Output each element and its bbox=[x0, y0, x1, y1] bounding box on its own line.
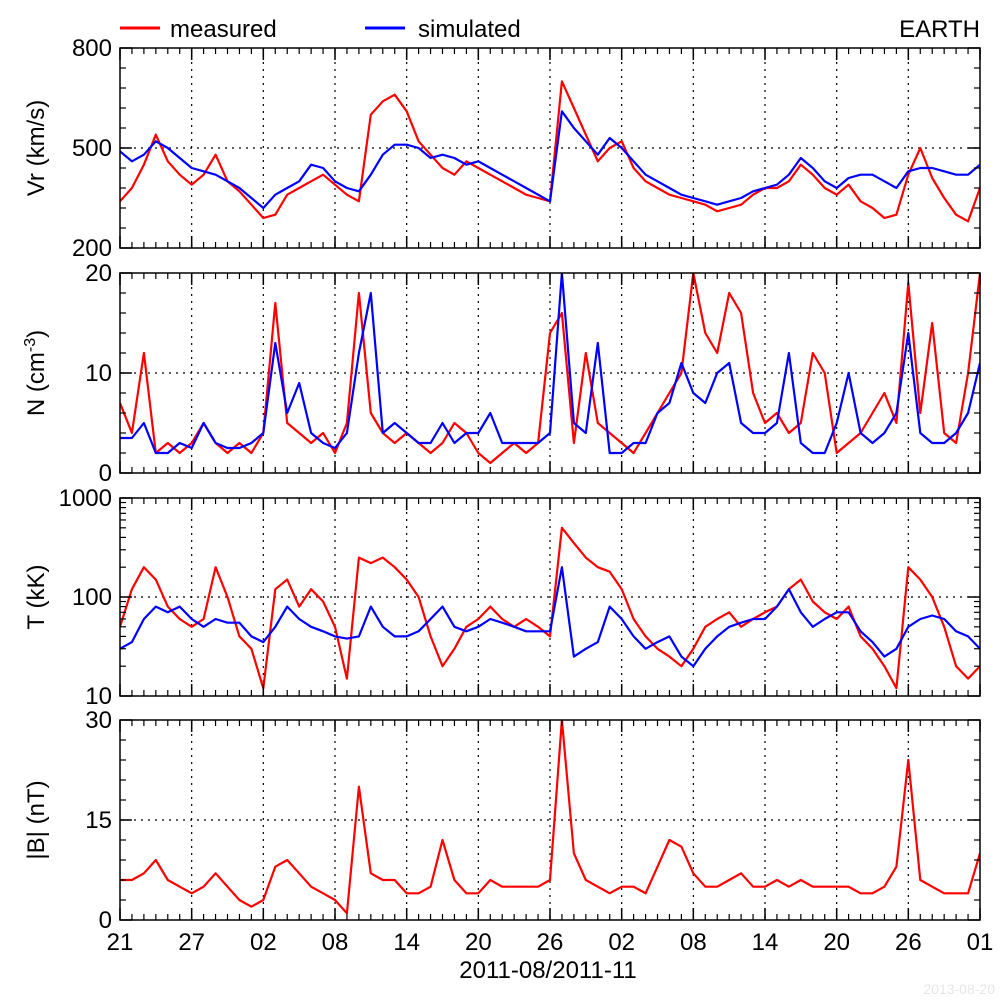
x-tick-label: 20 bbox=[465, 929, 492, 956]
y-axis-label: T (kK) bbox=[23, 565, 50, 630]
series-group bbox=[120, 80, 980, 223]
series-simulated-line bbox=[120, 273, 980, 455]
x-tick-label: 14 bbox=[752, 929, 779, 956]
x-tick-label: 21 bbox=[107, 929, 134, 956]
y-tick-label: 10 bbox=[85, 683, 112, 710]
y-tick-label: 500 bbox=[72, 135, 112, 162]
y-tick-label: 800 bbox=[72, 35, 112, 62]
y-tick-label: 20 bbox=[85, 260, 112, 287]
panel-vr: 200 500 800 Vr (km/s) bbox=[23, 35, 981, 262]
x-tick-label: 01 bbox=[967, 929, 994, 956]
x-tick-label: 26 bbox=[537, 929, 564, 956]
x-tick-label: 27 bbox=[178, 929, 205, 956]
y-tick-label: 10 bbox=[85, 360, 112, 387]
series-group bbox=[120, 720, 980, 915]
y-axis-label: N (cm-3) bbox=[22, 330, 50, 416]
legend-simulated-label: simulated bbox=[418, 16, 521, 43]
y-tick-label: 0 bbox=[99, 460, 112, 487]
legend: measured simulated EARTH bbox=[120, 16, 980, 43]
y-axis-label: |B| (nT) bbox=[23, 780, 50, 859]
series-measured-line bbox=[120, 526, 980, 690]
series-group bbox=[120, 526, 980, 690]
y-tick-label: 30 bbox=[85, 707, 112, 734]
x-tick-label: 14 bbox=[393, 929, 420, 956]
date-stamp: 2013-08-20 bbox=[923, 981, 995, 997]
series-measured-line bbox=[120, 720, 980, 915]
x-tick-label: 08 bbox=[680, 929, 707, 956]
y-tick-label: 1000 bbox=[59, 485, 112, 512]
y-tick-label: 0 bbox=[99, 907, 112, 934]
panel-t: 10 100 1000 T (kK) bbox=[23, 485, 981, 710]
y-tick-label: 200 bbox=[72, 235, 112, 262]
legend-measured-label: measured bbox=[170, 16, 277, 43]
x-tick-label: 26 bbox=[895, 929, 922, 956]
y-tick-label: 15 bbox=[85, 807, 112, 834]
x-tick-label: 02 bbox=[608, 929, 635, 956]
x-tick-label: 20 bbox=[823, 929, 850, 956]
panel-n: 0 10 20 N (cm-3) bbox=[22, 260, 981, 487]
x-tick-label: 08 bbox=[322, 929, 349, 956]
y-axis-label: Vr (km/s) bbox=[23, 100, 50, 196]
series-simulated-line bbox=[120, 110, 980, 210]
y-tick-label: 100 bbox=[72, 584, 112, 611]
site-label: EARTH bbox=[899, 16, 980, 43]
panel-b: 0 15 30 |B| (nT) 21 27 02 08 14 20 26 02 08 14 20 26 01 bbox=[23, 707, 993, 956]
x-axis-label: 2011-08/2011-11 bbox=[459, 957, 636, 984]
x-tick-label: 02 bbox=[250, 929, 277, 956]
series-group bbox=[120, 273, 980, 465]
series-simulated-line bbox=[120, 566, 980, 668]
